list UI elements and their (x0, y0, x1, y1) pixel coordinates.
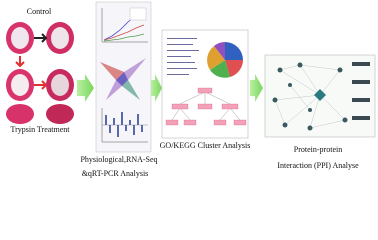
physiology-panel: Physiological,RNA-Seq &qRT-PCR Analysis (80, 1, 158, 178)
curve (103, 24, 145, 41)
go-kegg-label: GO/KEGG Cluster Analysis (160, 141, 251, 150)
ppi-panel: Protein-protein Interaction (PPI) Analys… (264, 54, 376, 170)
control-label: Control (27, 7, 52, 16)
legend-lines (167, 38, 199, 75)
graphical-abstract: Control Trypsin Treatment (5, 1, 376, 178)
axes (101, 108, 148, 143)
ppi-nodes (272, 62, 348, 131)
fruit-flesh (11, 74, 29, 96)
star-arm (100, 62, 124, 80)
legend-box (129, 7, 147, 21)
fruit-panel: Control Trypsin Treatment (5, 7, 75, 134)
ppi-label-line: Interaction (PPI) Analyse (277, 161, 359, 170)
flow-arrow (77, 74, 94, 102)
physiology-label-line: Physiological,RNA-Seq (80, 155, 157, 164)
axes (101, 8, 148, 43)
ppi-side-boxes (352, 62, 370, 120)
fruit (6, 104, 34, 124)
pie (207, 42, 243, 78)
flow-arrow (151, 74, 162, 102)
go-kegg-panel: GO/KEGG Cluster Analysis (160, 29, 251, 150)
hub-node (314, 89, 326, 101)
curve (103, 33, 145, 42)
trypsin-label: Trypsin Treatment (10, 125, 70, 134)
physiology-label-line: &qRT-PCR Analysis (82, 169, 149, 178)
ppi-edges (274, 64, 346, 129)
ppi-label-line: Protein-protein (294, 145, 342, 154)
bars (105, 112, 143, 137)
arrow (34, 33, 48, 43)
arrow (15, 56, 25, 68)
network-nodes (165, 87, 247, 126)
network-edges (171, 91, 241, 121)
star-arm (122, 80, 140, 100)
star-core (116, 72, 128, 86)
fruit-flesh (11, 27, 29, 49)
flow-arrow (250, 74, 263, 102)
fruit-flesh (51, 27, 69, 49)
fruit-flesh (51, 74, 69, 96)
fruit (46, 104, 74, 124)
